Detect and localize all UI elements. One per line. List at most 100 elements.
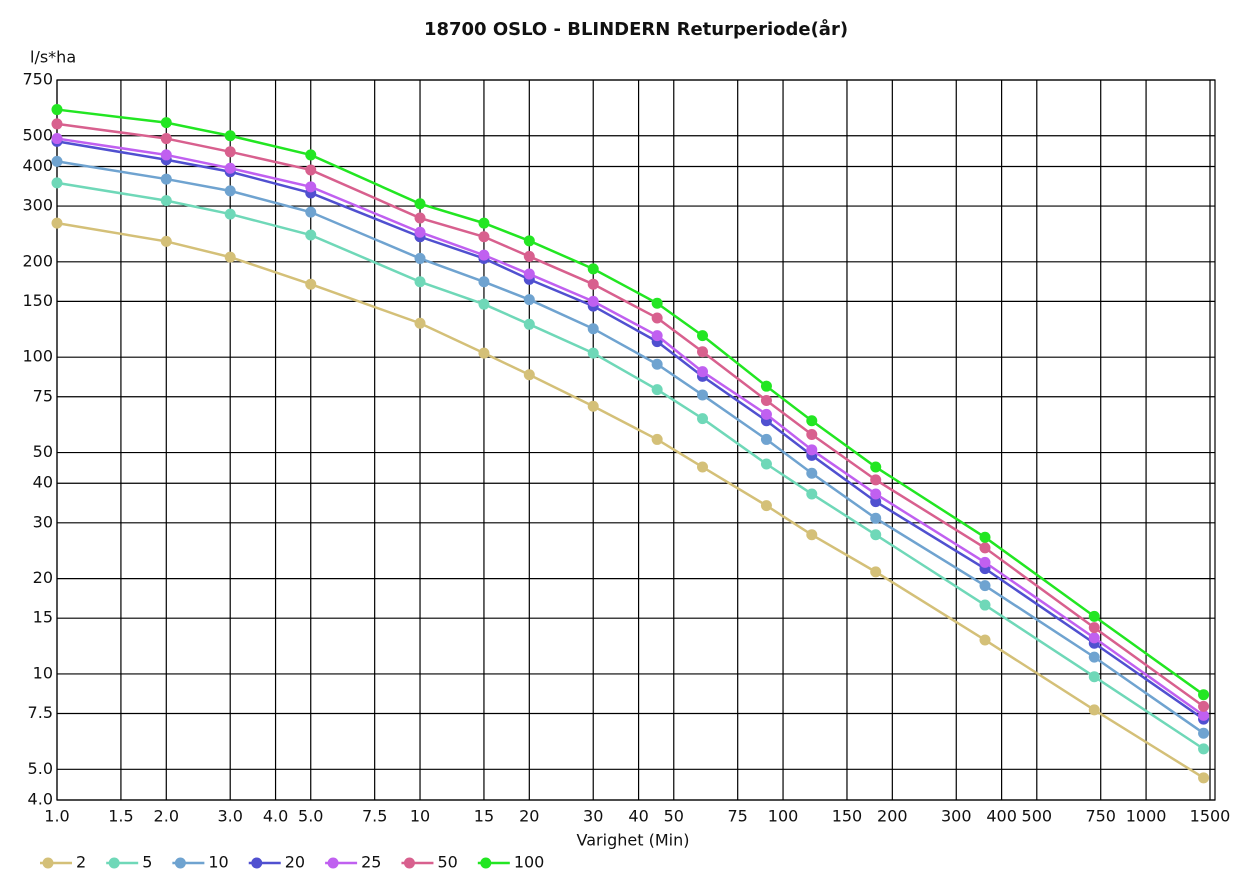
data-point: [160, 235, 172, 247]
data-point: [160, 117, 172, 129]
x-tick-label: 200: [877, 807, 908, 826]
data-point: [587, 263, 599, 275]
series-line: [56, 108, 1205, 696]
data-point: [651, 297, 663, 309]
data-point: [305, 229, 317, 241]
data-point: [806, 529, 818, 541]
data-point: [51, 155, 63, 167]
data-point: [587, 278, 599, 290]
y-tick-label: 200: [22, 251, 53, 270]
data-point: [414, 317, 426, 329]
legend-label: 50: [437, 853, 457, 872]
data-point: [1088, 622, 1100, 634]
x-tick-label: 400: [986, 807, 1017, 826]
legend-label: 25: [361, 853, 381, 872]
x-tick-label: 50: [664, 807, 684, 826]
y-axis-label: l/s*ha: [30, 48, 76, 67]
x-tick-label: 1500: [1190, 807, 1231, 826]
data-point: [587, 400, 599, 412]
data-point: [760, 458, 772, 470]
data-point: [806, 467, 818, 479]
data-point: [1198, 709, 1210, 721]
series-line: [56, 181, 1205, 750]
data-point: [305, 164, 317, 176]
x-tick-label: 15: [474, 807, 494, 826]
y-tick-label: 7.5: [28, 703, 53, 722]
x-tick-label: 1.5: [108, 807, 133, 826]
x-tick-label: 10: [410, 807, 430, 826]
legend-marker: [174, 857, 186, 869]
data-point: [523, 268, 535, 280]
plot-frame: [56, 79, 1216, 801]
data-point: [760, 500, 772, 512]
data-point: [870, 461, 882, 473]
data-point: [870, 488, 882, 500]
legend-marker: [327, 857, 339, 869]
data-point: [51, 118, 63, 130]
data-point: [305, 278, 317, 290]
legend-label: 2: [76, 853, 86, 872]
data-point: [224, 185, 236, 197]
data-point: [806, 488, 818, 500]
x-tick-label: 300: [941, 807, 972, 826]
x-tick-label: 100: [768, 807, 799, 826]
series-line: [56, 160, 1205, 735]
data-point: [478, 347, 490, 359]
y-tick-label: 300: [22, 196, 53, 215]
data-point: [414, 212, 426, 224]
legend-label: 100: [514, 853, 545, 872]
data-point: [1088, 671, 1100, 683]
legend-label: 20: [285, 853, 305, 872]
data-point: [979, 599, 991, 611]
y-tick-label: 50: [33, 442, 53, 461]
y-tick-label: 10: [33, 663, 53, 682]
data-point: [979, 580, 991, 592]
data-point: [414, 226, 426, 238]
y-tick-label: 4.0: [28, 790, 53, 809]
data-point: [760, 433, 772, 445]
data-point: [478, 249, 490, 261]
x-tick-label: 4.0: [263, 807, 288, 826]
data-point: [760, 408, 772, 420]
data-point: [523, 250, 535, 262]
data-point: [760, 380, 772, 392]
y-tick-label: 750: [22, 70, 53, 89]
x-tick-label: 150: [832, 807, 863, 826]
y-tick-label: 400: [22, 156, 53, 175]
data-point: [1198, 727, 1210, 739]
data-point: [523, 235, 535, 247]
y-tick-label: 75: [33, 386, 53, 405]
x-tick-label: 5.0: [298, 807, 323, 826]
x-tick-label: 75: [728, 807, 748, 826]
data-point: [160, 133, 172, 145]
data-point: [160, 195, 172, 207]
data-point: [697, 461, 709, 473]
data-point: [697, 366, 709, 378]
data-point: [697, 389, 709, 401]
x-tick-label: 20: [519, 807, 539, 826]
x-tick-label: 3.0: [217, 807, 242, 826]
data-point: [806, 415, 818, 427]
data-point: [870, 566, 882, 578]
legend-marker: [108, 857, 120, 869]
data-point: [1088, 704, 1100, 716]
data-point: [305, 181, 317, 193]
data-point: [651, 358, 663, 370]
data-point: [51, 133, 63, 145]
data-point: [760, 394, 772, 406]
series-line: [56, 137, 1205, 717]
data-point: [587, 295, 599, 307]
legend-marker: [251, 857, 263, 869]
data-point: [979, 542, 991, 554]
data-point: [414, 276, 426, 288]
data-point: [651, 433, 663, 445]
legend-label: 5: [142, 853, 152, 872]
data-point: [651, 330, 663, 342]
data-point: [414, 198, 426, 210]
x-tick-label: 40: [628, 807, 648, 826]
data-point: [224, 208, 236, 220]
data-point: [1198, 772, 1210, 784]
data-point: [979, 634, 991, 646]
x-tick-label: 750: [1085, 807, 1116, 826]
x-tick-label: 1000: [1126, 807, 1167, 826]
